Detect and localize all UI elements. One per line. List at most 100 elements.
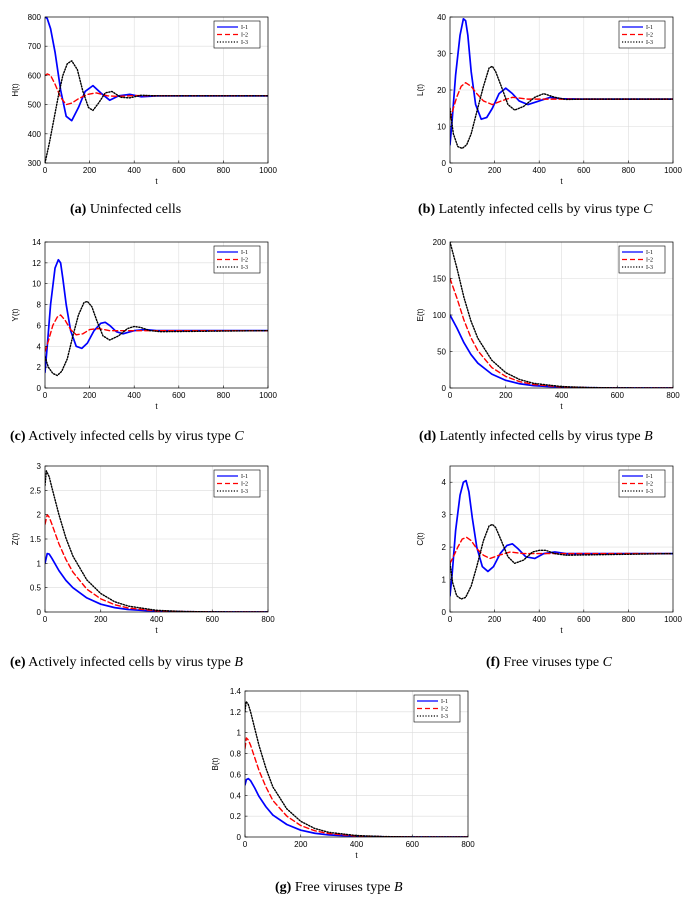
x-tick-label: 200 bbox=[94, 615, 108, 624]
chart-e: 0 200 400 600 800 0 0.5 1 1.5 2 2.5 3 t Z(t) I-1 I-2I-3 bbox=[11, 462, 275, 635]
axes-box bbox=[44, 241, 269, 389]
y-axis-label: C(t) bbox=[416, 532, 425, 546]
x-tick-label: 600 bbox=[577, 166, 591, 175]
legend-label-i-3: I-3 bbox=[646, 40, 653, 46]
x-tick-label: 400 bbox=[150, 615, 164, 624]
y-tick-label: 2 bbox=[37, 363, 42, 372]
legend-label-i-3: I-3 bbox=[441, 714, 448, 720]
x-tick-label: 800 bbox=[666, 391, 680, 400]
caption-b-var: C bbox=[643, 202, 653, 217]
legend-label-i-1: I-1 bbox=[241, 25, 248, 31]
legend-label-i-2: I-2 bbox=[241, 258, 248, 264]
x-tick-label: 0 bbox=[43, 615, 48, 624]
y-tick-label: 200 bbox=[433, 238, 447, 247]
axes-box bbox=[44, 16, 269, 164]
caption-f-text: Free viruses type bbox=[503, 655, 603, 670]
y-tick-label: 600 bbox=[28, 71, 42, 80]
x-tick-label: 1000 bbox=[259, 391, 277, 400]
chart-a: 0 200 400 600 800 1000 300 400 500 600 700 800 t H(t)… bbox=[11, 13, 277, 186]
x-tick-label: 800 bbox=[461, 840, 475, 849]
caption-e-var: B bbox=[234, 655, 243, 670]
y-tick-label: 1.4 bbox=[230, 687, 242, 696]
legend-label-i-2: I-2 bbox=[241, 482, 248, 488]
caption-d-text: Latently infected cells by virus type bbox=[439, 429, 645, 444]
y-tick-label: 3 bbox=[37, 462, 42, 471]
x-tick-label: 600 bbox=[577, 615, 591, 624]
y-tick-label: 0.4 bbox=[230, 791, 242, 800]
x-tick-label: 400 bbox=[128, 391, 142, 400]
x-tick-label: 1000 bbox=[259, 166, 277, 175]
y-tick-label: 4 bbox=[37, 342, 42, 351]
series-line-i-3 bbox=[450, 65, 673, 150]
y-tick-label: 6 bbox=[37, 321, 42, 330]
caption-f-label: (f) bbox=[486, 655, 500, 670]
chart-panel-b: 0 200 400 600 800 1000 0 10 20 30 40 t L(t) I-1 I-2 I-3 bbox=[405, 0, 699, 190]
legend-label-i-1: I-1 bbox=[646, 474, 653, 480]
legend-label-i-3: I-3 bbox=[241, 489, 248, 495]
series-line-i-3 bbox=[45, 470, 268, 612]
x-axis-label: t bbox=[155, 402, 158, 411]
x-tick-label: 600 bbox=[206, 615, 220, 624]
y-tick-label: 0.5 bbox=[30, 584, 42, 593]
chart-panel-c: 0 200 400 600 800 1000 0 2 4 6 8 10 12 14 t Y(t) I-1 I-2 I… bbox=[0, 230, 280, 420]
legend-label-i-2: I-2 bbox=[646, 482, 653, 488]
caption-b-label: (b) bbox=[418, 202, 436, 217]
caption-f-var: C bbox=[602, 655, 612, 670]
x-tick-label: 0 bbox=[43, 391, 48, 400]
series-line-i-3 bbox=[450, 242, 673, 388]
caption-a-label: (a) bbox=[70, 202, 87, 217]
legend-label-i-3: I-3 bbox=[646, 265, 653, 271]
legend-label-i-2: I-2 bbox=[646, 33, 653, 39]
caption-e-text: Actively infected cells by virus type bbox=[28, 655, 235, 670]
x-tick-label: 400 bbox=[555, 391, 569, 400]
x-tick-label: 0 bbox=[448, 166, 453, 175]
chart-panel-f: 0 200 400 600 800 1000 0 1 2 3 4 t C(t) I-1 I-2 I-3 bbox=[405, 455, 699, 645]
caption-g: (g) Free viruses type B bbox=[275, 880, 403, 896]
x-tick-label: 800 bbox=[622, 166, 636, 175]
caption-e: (e) Actively infected cells by virus typ… bbox=[10, 655, 243, 671]
chart-panel-a: 0 200 400 600 800 1000 300 400 500 600 700 800 t H(t)… bbox=[0, 0, 280, 190]
legend-label-i-2: I-2 bbox=[646, 258, 653, 264]
caption-f: (f) Free viruses type C bbox=[486, 655, 612, 671]
chart-panel-e: 0 200 400 600 800 0 0.5 1 1.5 2 2.5 3 t Z(t) I-1 I-2 I-3 bbox=[0, 455, 280, 645]
y-tick-label: 2 bbox=[37, 511, 42, 520]
y-tick-label: 0 bbox=[37, 384, 42, 393]
x-axis-label: t bbox=[155, 177, 158, 186]
legend-label-i-1: I-1 bbox=[441, 699, 448, 705]
legend-label-i-1: I-1 bbox=[646, 250, 653, 256]
caption-d: (d) Latently infected cells by virus typ… bbox=[419, 429, 653, 445]
x-tick-label: 400 bbox=[128, 166, 142, 175]
x-axis-label: t bbox=[560, 402, 563, 411]
y-tick-label: 0 bbox=[442, 608, 447, 617]
x-tick-label: 800 bbox=[217, 166, 231, 175]
series-line-i-2 bbox=[45, 513, 268, 612]
y-tick-label: 1 bbox=[237, 729, 242, 738]
x-tick-label: 400 bbox=[350, 840, 364, 849]
x-tick-label: 800 bbox=[261, 615, 275, 624]
chart-g: 0 200 400 600 800 0 0.2 0.4 0.6 0.8 1 1.2 1.4 t B(t) I-… bbox=[211, 687, 475, 860]
y-tick-label: 1.2 bbox=[230, 708, 242, 717]
y-tick-label: 1 bbox=[442, 576, 447, 585]
legend: I-1 I-2I-3 bbox=[618, 20, 666, 49]
caption-a: (a) Uninfected cells bbox=[70, 202, 181, 218]
legend: I-1 I-2I-3 bbox=[213, 469, 261, 498]
series-line-i-3 bbox=[45, 300, 268, 377]
series-line-i-2 bbox=[450, 536, 673, 565]
x-tick-label: 200 bbox=[488, 615, 502, 624]
y-tick-label: 400 bbox=[28, 130, 42, 139]
series-line-i-3 bbox=[450, 523, 673, 600]
series-line-i-1 bbox=[45, 258, 268, 374]
legend-label-i-1: I-1 bbox=[241, 250, 248, 256]
caption-g-var: B bbox=[393, 880, 403, 895]
chart-d: 0 200 400 600 800 0 50 100 150 200 t E(t) I-1 I-2I-3 bbox=[416, 238, 680, 411]
y-tick-label: 150 bbox=[433, 275, 447, 284]
x-tick-label: 200 bbox=[83, 166, 97, 175]
x-tick-label: 1000 bbox=[664, 615, 682, 624]
y-tick-label: 50 bbox=[437, 348, 446, 357]
y-tick-label: 0 bbox=[37, 608, 42, 617]
caption-c-label: (c) bbox=[10, 429, 26, 444]
y-tick-label: 0.2 bbox=[230, 812, 242, 821]
y-tick-label: 10 bbox=[32, 280, 41, 289]
y-tick-label: 0 bbox=[237, 833, 242, 842]
axes-box bbox=[449, 465, 674, 613]
